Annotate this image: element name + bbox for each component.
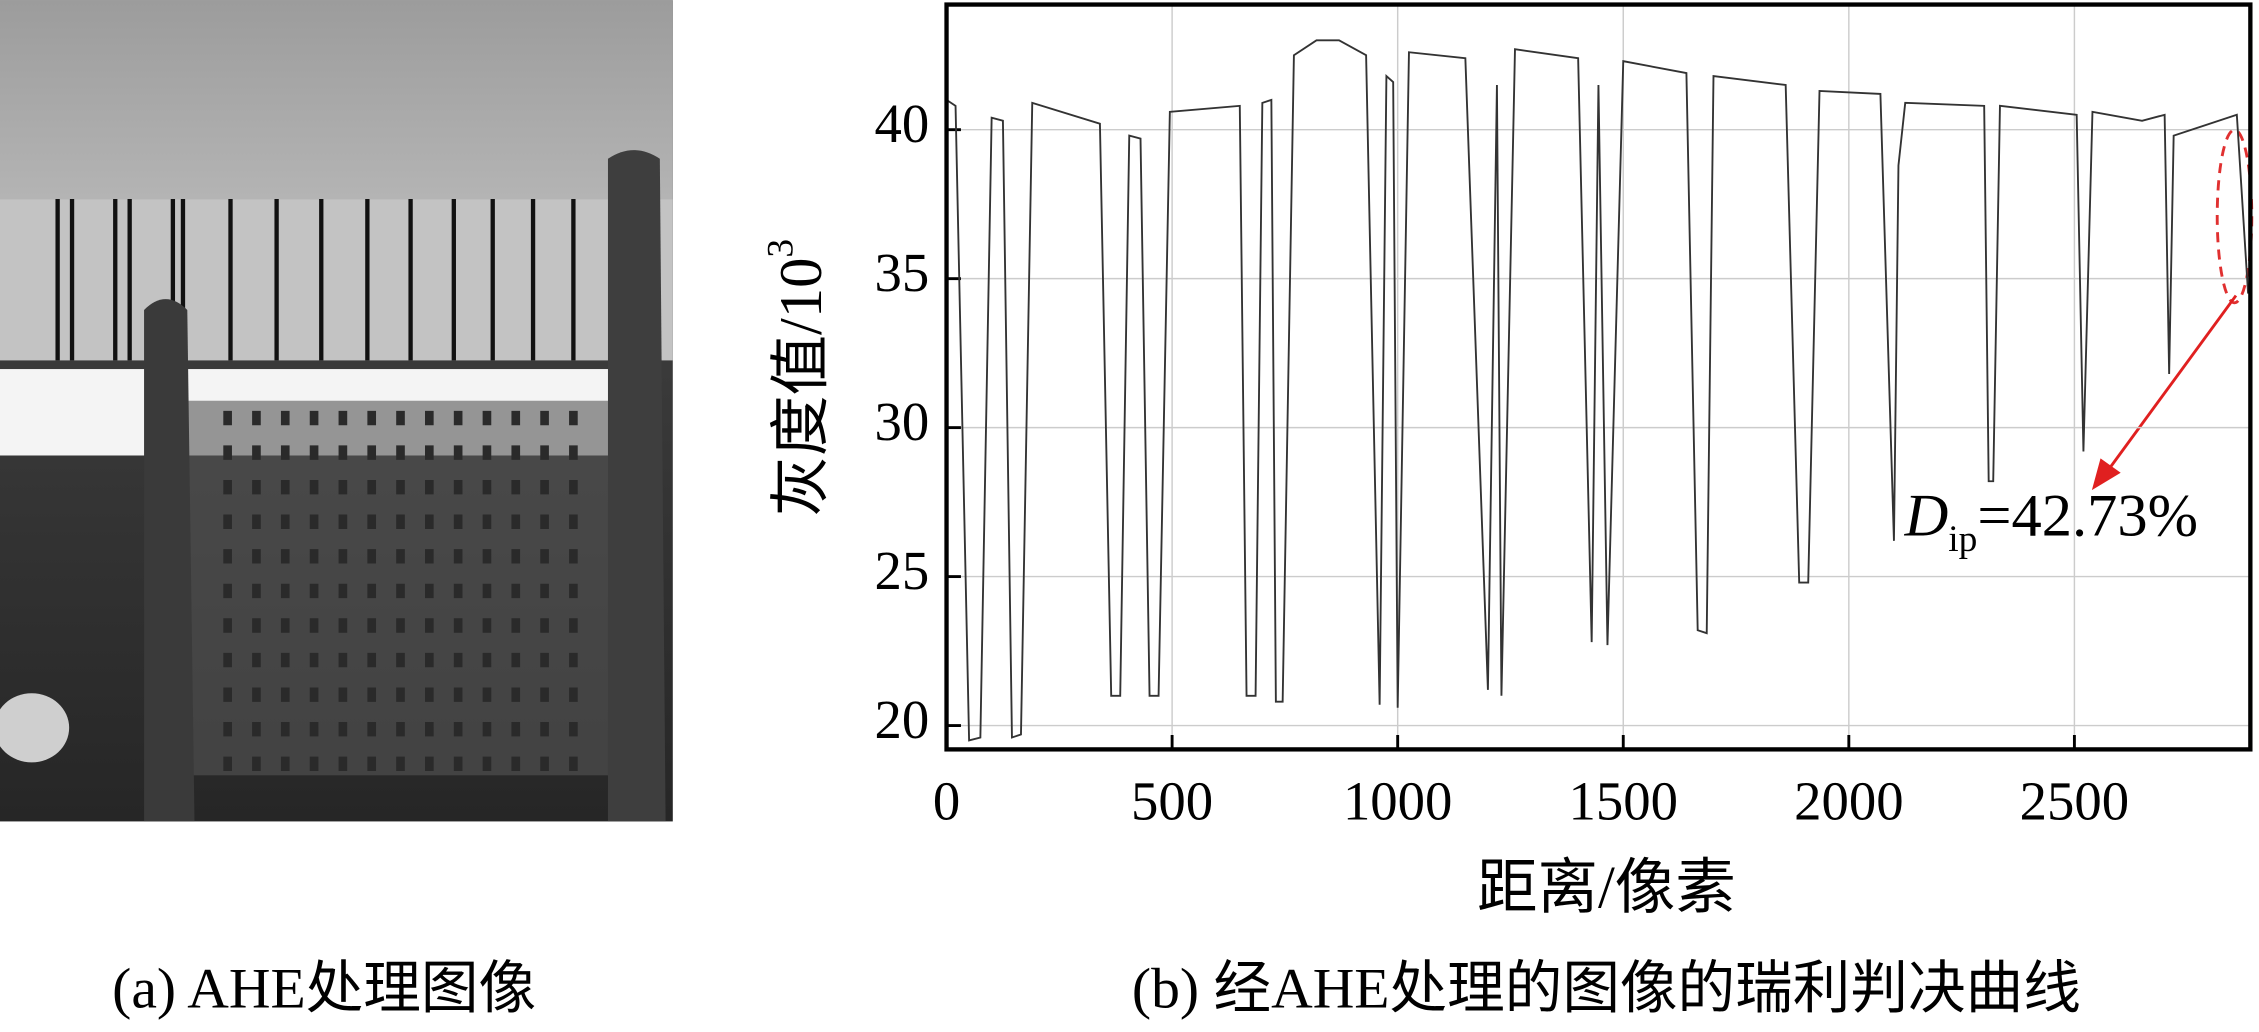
arrow-line [2105,294,2238,474]
caption-a: (a) AHE处理图像 [112,958,536,1021]
arrow-head [2091,458,2121,491]
plot: 20 25 30 35 40 0 500 1000 1500 2000 2500 [875,2,2253,832]
caption-b: (b) 经AHE处理的图像的瑞利判决曲线 [1132,958,2081,1021]
x-tick-label: 0 [933,771,960,832]
x-tick-label: 1500 [1569,771,1678,832]
x-axis-label: 距离/像素 [1477,854,1736,921]
x-tick-label: 2000 [1794,771,1903,832]
y-tick-label: 35 [875,242,930,303]
annotation-text: =42.73% [1977,483,2198,550]
x-tick-label: 2500 [2020,771,2129,832]
y-tick-label: 30 [875,391,930,452]
y-axis-label: 灰度值/103 [760,239,834,517]
annotation-subscript: ip [1948,519,1977,560]
photo [0,0,673,822]
x-tick-label: 500 [1131,771,1213,832]
data-line [946,39,2250,742]
y-tick-label: 40 [875,93,930,154]
x-tick-label: 1000 [1343,771,1452,832]
y-tick-label: 25 [875,540,930,601]
y-axis-label-text: 灰度值/10 [768,258,835,517]
plot-frame [944,2,2253,752]
annotation: Dip=42.73% [1904,483,2198,560]
annotation-symbol: D [1904,483,1949,550]
y-axis-label-sup: 3 [760,239,801,258]
y-tick-label: 20 [875,689,930,750]
